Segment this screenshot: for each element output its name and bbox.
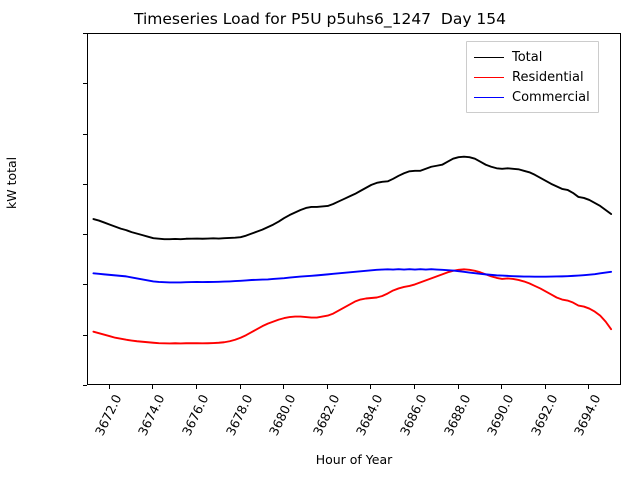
y-axis-label: kW total — [4, 156, 19, 209]
legend-swatch-icon — [474, 76, 504, 78]
x-tick-mark — [326, 385, 328, 389]
x-tick-mark — [413, 385, 415, 389]
legend-item: Total — [474, 47, 590, 67]
x-tick-mark — [108, 385, 110, 389]
series-line-residential — [92, 268, 613, 345]
legend-label: Total — [512, 49, 543, 65]
y-tick-mark — [83, 133, 87, 135]
x-tick-label: 3682.0 — [309, 392, 343, 438]
legend-swatch-icon — [474, 56, 504, 58]
x-tick-label: 3680.0 — [265, 392, 299, 438]
x-tick-label: 3672.0 — [91, 392, 125, 438]
x-tick-label: 3688.0 — [440, 392, 473, 438]
x-tick-mark — [195, 385, 197, 389]
x-tick-label: 3674.0 — [135, 392, 168, 438]
x-tick-label: 3686.0 — [396, 392, 430, 438]
x-tick-mark — [457, 385, 459, 389]
x-axis-label: Hour of Year — [315, 452, 393, 467]
series-line-total — [92, 155, 613, 241]
chart-legend: Total Residential Commercial — [466, 41, 599, 113]
y-tick-mark — [83, 183, 87, 185]
series-line-commercial — [92, 268, 613, 284]
x-tick-label: 3690.0 — [483, 392, 517, 438]
x-tick-mark — [588, 385, 590, 389]
x-tick-label: 3676.0 — [178, 392, 212, 438]
x-tick-mark — [370, 385, 372, 389]
legend-label: Commercial — [512, 89, 590, 105]
y-tick-mark — [83, 334, 87, 336]
legend-label: Residential — [512, 69, 584, 85]
legend-item: Residential — [474, 67, 590, 87]
y-tick-mark — [83, 83, 87, 85]
page-title: Timeseries Load for P5U p5uhs6_1247 Day … — [133, 10, 507, 28]
legend-swatch-icon — [474, 96, 504, 98]
y-tick-mark — [83, 33, 87, 34]
y-tick-mark — [83, 385, 87, 386]
y-tick-mark — [83, 284, 87, 286]
x-tick-label: 3678.0 — [222, 392, 256, 438]
x-tick-mark — [152, 385, 154, 389]
series-canvas — [92, 155, 613, 345]
x-tick-label: 3692.0 — [527, 392, 561, 438]
legend-item: Commercial — [474, 87, 590, 107]
x-tick-label: 3694.0 — [571, 392, 604, 438]
x-tick-mark — [239, 385, 241, 389]
x-tick-mark — [283, 385, 285, 389]
x-tick-label: 3684.0 — [353, 392, 386, 438]
x-tick-mark — [501, 385, 503, 389]
y-tick-mark — [83, 234, 87, 236]
x-tick-mark — [544, 385, 546, 389]
